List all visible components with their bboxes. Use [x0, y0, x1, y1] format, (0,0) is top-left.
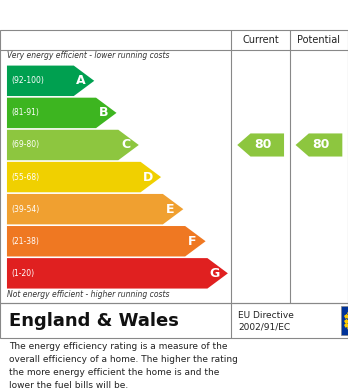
Text: England & Wales: England & Wales	[9, 312, 179, 330]
Text: EU Directive: EU Directive	[238, 311, 294, 320]
Text: The energy efficiency rating is a measure of the
overall efficiency of a home. T: The energy efficiency rating is a measur…	[9, 343, 238, 390]
Text: F: F	[188, 235, 197, 248]
Text: 80: 80	[254, 138, 272, 151]
Polygon shape	[7, 98, 117, 128]
Polygon shape	[7, 258, 228, 289]
Text: 80: 80	[313, 138, 330, 151]
Text: (81-91): (81-91)	[11, 108, 39, 117]
Text: (69-80): (69-80)	[11, 140, 39, 149]
Text: (92-100): (92-100)	[11, 76, 44, 85]
Text: Very energy efficient - lower running costs: Very energy efficient - lower running co…	[7, 50, 169, 59]
Text: C: C	[121, 138, 130, 151]
Polygon shape	[295, 133, 342, 156]
Text: Current: Current	[242, 35, 279, 45]
Text: B: B	[98, 106, 108, 119]
Text: E: E	[166, 203, 174, 216]
Polygon shape	[7, 130, 139, 160]
Text: 2002/91/EC: 2002/91/EC	[238, 323, 291, 332]
Polygon shape	[7, 66, 94, 96]
Polygon shape	[7, 226, 206, 256]
Text: (21-38): (21-38)	[11, 237, 39, 246]
Bar	[341, 306, 348, 335]
Text: A: A	[76, 74, 86, 87]
Text: D: D	[143, 170, 153, 183]
Text: (1-20): (1-20)	[11, 269, 34, 278]
Polygon shape	[7, 162, 161, 192]
Text: G: G	[209, 267, 220, 280]
Text: (39-54): (39-54)	[11, 204, 39, 213]
Polygon shape	[7, 194, 183, 224]
Text: Potential: Potential	[298, 35, 340, 45]
Polygon shape	[237, 133, 284, 156]
Text: Energy Efficiency Rating: Energy Efficiency Rating	[9, 7, 210, 23]
Text: Not energy efficient - higher running costs: Not energy efficient - higher running co…	[7, 291, 169, 300]
Text: (55-68): (55-68)	[11, 172, 39, 181]
